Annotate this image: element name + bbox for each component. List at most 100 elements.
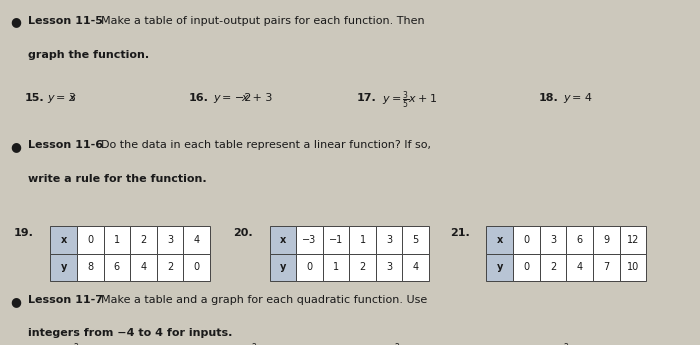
Text: y: y bbox=[214, 93, 220, 103]
Text: Lesson 11-7: Lesson 11-7 bbox=[28, 295, 103, 305]
Bar bbox=[130, 226, 157, 254]
Text: ●: ● bbox=[10, 16, 22, 29]
Text: 7: 7 bbox=[603, 263, 609, 272]
Bar bbox=[376, 226, 402, 254]
Text: 4: 4 bbox=[141, 263, 146, 272]
Text: 2: 2 bbox=[550, 263, 556, 272]
Text: 0: 0 bbox=[307, 263, 312, 272]
Bar bbox=[402, 254, 429, 281]
Bar bbox=[130, 254, 157, 281]
Bar bbox=[566, 226, 593, 254]
Bar bbox=[183, 226, 210, 254]
Text: 19.: 19. bbox=[14, 228, 34, 238]
Text: 1: 1 bbox=[360, 235, 365, 245]
Text: ●: ● bbox=[10, 140, 22, 153]
Bar bbox=[323, 226, 349, 254]
Text: 6: 6 bbox=[114, 263, 120, 272]
Text: Make a table of input-output pairs for each function. Then: Make a table of input-output pairs for e… bbox=[94, 16, 425, 26]
Text: 3: 3 bbox=[386, 235, 392, 245]
Bar bbox=[296, 226, 323, 254]
Text: y: y bbox=[48, 93, 54, 103]
Text: $y = -x^2 + 3$: $y = -x^2 + 3$ bbox=[522, 342, 590, 345]
Text: 18.: 18. bbox=[539, 93, 559, 103]
Text: = 4: = 4 bbox=[572, 93, 592, 103]
Text: 21.: 21. bbox=[450, 228, 470, 238]
Text: y: y bbox=[564, 93, 570, 103]
Text: y: y bbox=[279, 263, 286, 272]
Bar bbox=[157, 254, 183, 281]
Text: −3: −3 bbox=[302, 235, 316, 245]
Bar bbox=[349, 254, 376, 281]
Text: 8: 8 bbox=[88, 263, 93, 272]
Text: x: x bbox=[61, 235, 66, 245]
Text: ●: ● bbox=[10, 295, 22, 308]
Bar bbox=[104, 226, 130, 254]
Text: 9: 9 bbox=[603, 235, 609, 245]
Text: 2: 2 bbox=[141, 235, 146, 245]
Text: integers from −4 to 4 for inputs.: integers from −4 to 4 for inputs. bbox=[28, 328, 232, 338]
Text: 1: 1 bbox=[333, 263, 339, 272]
Text: 16.: 16. bbox=[189, 93, 209, 103]
Text: 20.: 20. bbox=[233, 228, 253, 238]
Bar bbox=[402, 226, 429, 254]
Text: 3: 3 bbox=[167, 235, 173, 245]
Text: $y = \frac{3}{5}x + 1$: $y = \frac{3}{5}x + 1$ bbox=[382, 90, 437, 111]
Bar bbox=[486, 226, 513, 254]
Text: Lesson 11-5: Lesson 11-5 bbox=[28, 16, 103, 26]
Text: 15.: 15. bbox=[25, 93, 44, 103]
Text: x: x bbox=[280, 235, 286, 245]
Text: $y = x^2 + 2$: $y = x^2 + 2$ bbox=[46, 342, 100, 345]
Text: 4: 4 bbox=[194, 235, 199, 245]
Bar bbox=[77, 254, 104, 281]
Bar bbox=[376, 254, 402, 281]
Text: 4: 4 bbox=[413, 263, 419, 272]
Text: 2: 2 bbox=[360, 263, 365, 272]
Bar bbox=[620, 226, 646, 254]
Text: 10: 10 bbox=[626, 263, 639, 272]
Text: = −2: = −2 bbox=[222, 93, 251, 103]
Bar bbox=[183, 254, 210, 281]
Bar bbox=[323, 254, 349, 281]
Text: 2: 2 bbox=[167, 263, 173, 272]
Text: 6: 6 bbox=[577, 235, 582, 245]
Bar bbox=[593, 254, 620, 281]
Text: Do the data in each table represent a linear function? If so,: Do the data in each table represent a li… bbox=[94, 140, 431, 150]
Text: 0: 0 bbox=[194, 263, 199, 272]
Text: graph the function.: graph the function. bbox=[28, 50, 149, 60]
Text: $y = -2x^2$: $y = -2x^2$ bbox=[203, 342, 258, 345]
Text: write a rule for the function.: write a rule for the function. bbox=[28, 174, 206, 184]
Text: 3: 3 bbox=[550, 235, 556, 245]
Bar bbox=[540, 254, 566, 281]
Text: 12: 12 bbox=[626, 235, 639, 245]
Text: Lesson 11-6: Lesson 11-6 bbox=[28, 140, 103, 150]
Text: 1: 1 bbox=[114, 235, 120, 245]
Bar bbox=[513, 254, 540, 281]
Text: Make a table and a graph for each quadratic function. Use: Make a table and a graph for each quadra… bbox=[94, 295, 428, 305]
Bar bbox=[50, 226, 77, 254]
Bar bbox=[50, 254, 77, 281]
Text: 3: 3 bbox=[386, 263, 392, 272]
Bar bbox=[593, 226, 620, 254]
Bar bbox=[157, 226, 183, 254]
Text: x: x bbox=[241, 93, 248, 103]
Bar bbox=[513, 226, 540, 254]
Text: 0: 0 bbox=[88, 235, 93, 245]
Text: 4: 4 bbox=[577, 263, 582, 272]
Bar bbox=[270, 254, 296, 281]
Text: 0: 0 bbox=[524, 263, 529, 272]
Bar bbox=[540, 226, 566, 254]
Text: 17.: 17. bbox=[357, 93, 377, 103]
Text: + 3: + 3 bbox=[249, 93, 272, 103]
Bar bbox=[296, 254, 323, 281]
Text: y: y bbox=[60, 263, 67, 272]
Text: 5: 5 bbox=[413, 235, 419, 245]
Text: x: x bbox=[68, 93, 74, 103]
Text: = 3: = 3 bbox=[56, 93, 76, 103]
Bar bbox=[349, 226, 376, 254]
Text: 0: 0 bbox=[524, 235, 529, 245]
Text: −1: −1 bbox=[329, 235, 343, 245]
Text: x: x bbox=[497, 235, 503, 245]
Bar bbox=[486, 254, 513, 281]
Bar bbox=[77, 226, 104, 254]
Bar bbox=[566, 254, 593, 281]
